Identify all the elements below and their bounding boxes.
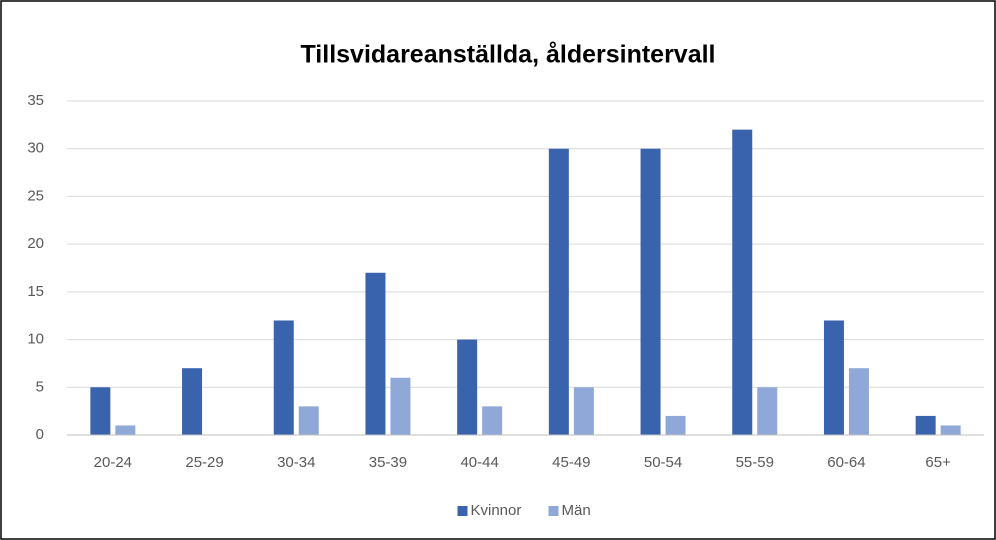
bar [665,415,686,435]
x-tick-label: 55-59 [736,454,774,471]
bar [915,415,936,435]
bar [940,425,961,435]
bar [548,148,569,435]
y-tick-label: 35 [27,92,44,109]
bar [823,320,844,435]
bar [182,368,203,435]
legend-label: Män [562,502,591,519]
x-tick-label: 50-54 [644,454,682,471]
bar [115,425,136,435]
x-tick-label: 20-24 [94,454,132,471]
bar [298,406,319,435]
bar [482,406,503,435]
legend-swatch [457,506,468,516]
x-tick-label: 60-64 [827,454,865,471]
x-tick-label: 35-39 [369,454,407,471]
bar [273,320,294,435]
legend-label: Kvinnor [471,502,522,519]
bar [732,129,753,435]
x-tick-label: 45-49 [552,454,590,471]
y-tick-label: 25 [27,187,44,204]
bar [365,272,386,435]
legend-swatch [548,506,559,516]
bar [757,387,778,435]
y-tick-label: 10 [27,331,44,348]
bar [640,148,661,435]
bar [390,377,411,435]
y-tick-label: 30 [27,140,44,157]
y-tick-label: 15 [27,283,44,300]
y-tick-label: 0 [36,426,44,443]
x-tick-label: 40-44 [460,454,498,471]
bar [848,368,869,435]
x-tick-label: 30-34 [277,454,315,471]
y-tick-label: 20 [27,235,44,252]
bar [90,387,111,435]
bar [457,339,478,435]
x-tick-label: 25-29 [185,454,223,471]
bar [573,387,594,435]
chart-title: Tillsvidareanställda, åldersintervall [300,41,715,69]
y-tick-label: 5 [36,378,44,395]
x-tick-label: 65+ [925,454,951,471]
